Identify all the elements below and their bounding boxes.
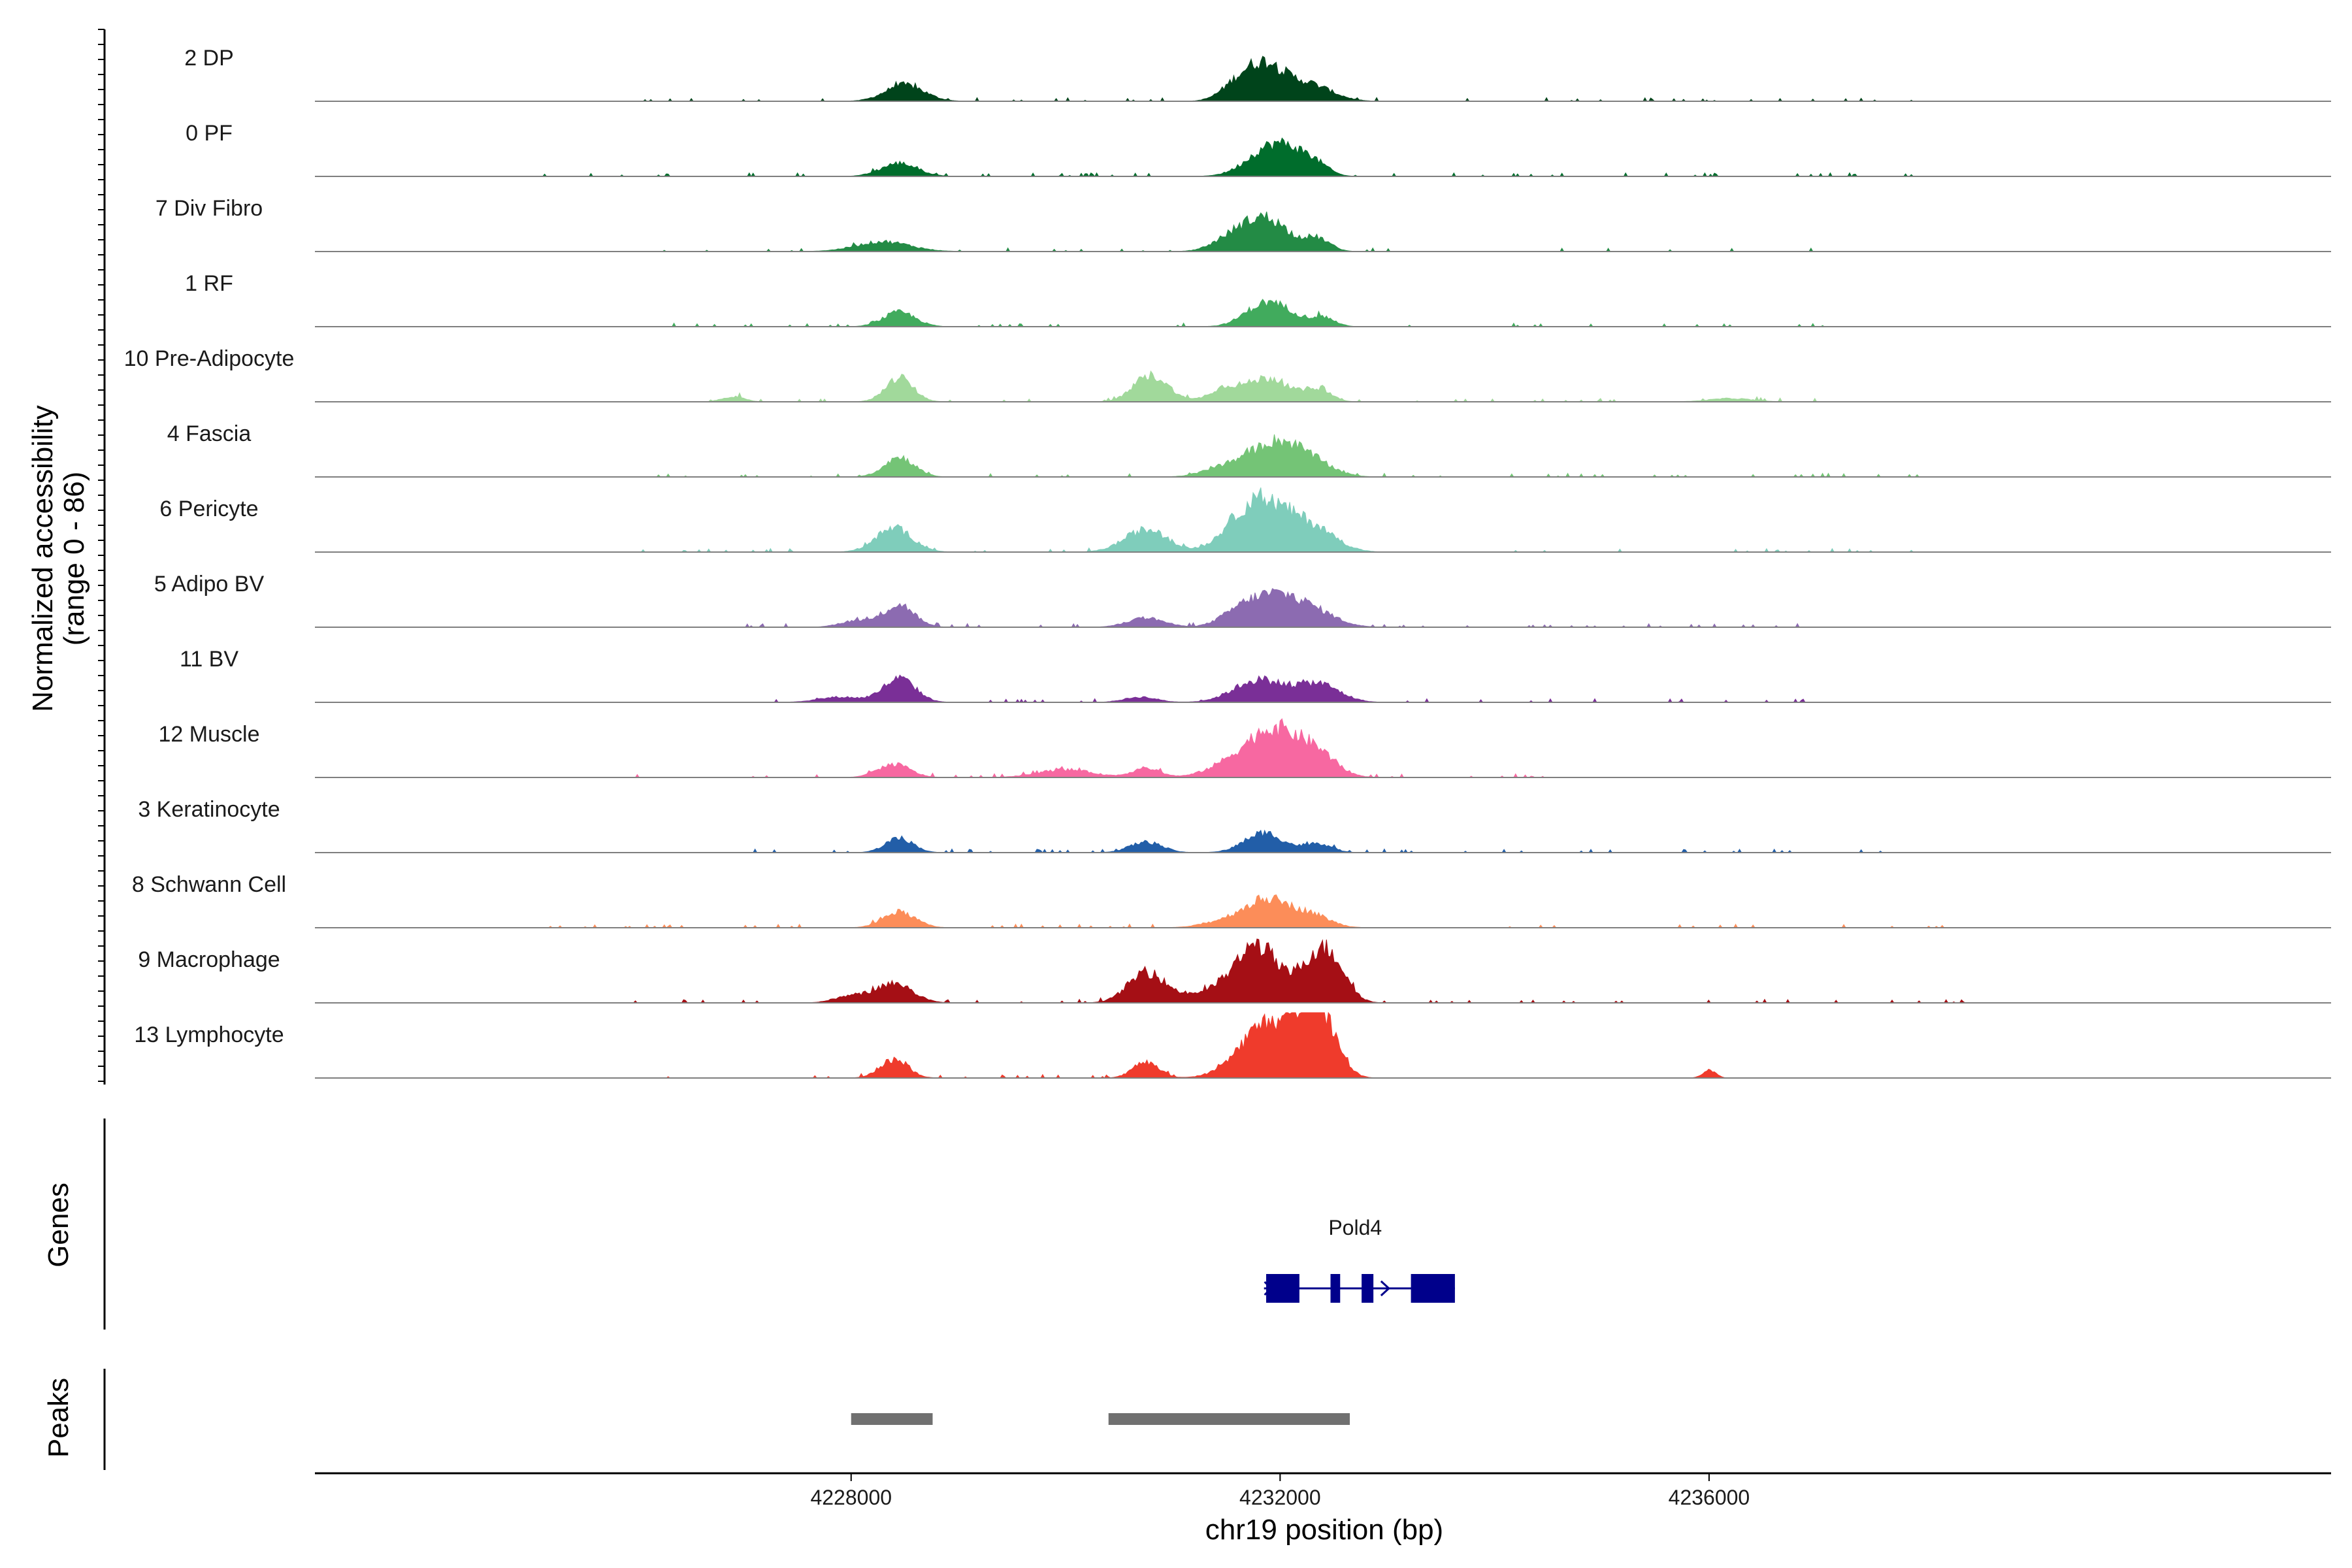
track-13: 13 Lymphocyte [134, 1011, 2331, 1079]
genes-track: Pold4 [1264, 1216, 1455, 1303]
strand-arrow [1380, 1280, 1391, 1297]
track-10: 3 Keratinocyte [138, 797, 2331, 853]
peaks-track [851, 1413, 1350, 1425]
track-label-3: 1 RF [185, 271, 233, 296]
track-label-9: 12 Muscle [159, 722, 260, 747]
peak-region-0 [851, 1413, 933, 1425]
track-7: 5 Adipo BV [154, 572, 2331, 628]
track-3: 1 RF [185, 271, 2331, 327]
track-label-2: 7 Div Fibro [155, 196, 263, 221]
track-label-6: 6 Pericyte [159, 497, 258, 521]
track-label-5: 4 Fascia [167, 421, 252, 446]
track-12: 9 Macrophage [138, 938, 2331, 1004]
track-9: 12 Muscle [159, 718, 2331, 778]
coverage-tracks: 2 DP 0 PF 7 Div Fibro 1 RF 10 Pre-Adipocyte 4… [124, 46, 2331, 1079]
peak-region-1 [1108, 1413, 1350, 1425]
track-label-1: 0 PF [186, 121, 233, 146]
x-axis: 4228000 4232000 4236000 [315, 1472, 2331, 1509]
track-2: 7 Div Fibro [155, 196, 2331, 252]
track-5: 4 Fascia [167, 421, 2331, 478]
track-label-0: 2 DP [184, 46, 234, 71]
gene-exon-3 [1411, 1274, 1455, 1303]
track-label-4: 10 Pre-Adipocyte [124, 346, 295, 371]
x-tick-label: 4236000 [1669, 1486, 1750, 1509]
track-label-10: 3 Keratinocyte [138, 797, 280, 822]
strand-arrow [1264, 1281, 1273, 1296]
x-tick-label: 4228000 [810, 1486, 892, 1509]
y-axis-title-line1: Normalized accessibility [27, 405, 59, 711]
x-tick-label: 4232000 [1239, 1486, 1321, 1509]
left-axes [98, 29, 106, 1470]
gene-name-label: Pold4 [1328, 1216, 1382, 1239]
x-axis-title: chr19 position (bp) [1205, 1514, 1443, 1546]
track-label-13: 13 Lymphocyte [134, 1022, 284, 1047]
y-axis-title-line2: (range 0 - 86) [58, 472, 90, 646]
gene-exon-2 [1362, 1274, 1374, 1303]
track-4: 10 Pre-Adipocyte [124, 346, 2331, 402]
track-label-12: 9 Macrophage [138, 947, 280, 972]
track-0: 2 DP [184, 46, 2331, 102]
gene-exon-1 [1330, 1274, 1341, 1303]
track-label-7: 5 Adipo BV [154, 572, 265, 596]
track-8: 11 BV [180, 647, 2331, 703]
peaks-track-label: Peaks [42, 1378, 74, 1458]
track-6: 6 Pericyte [159, 487, 2331, 553]
genes-track-label: Genes [42, 1183, 74, 1267]
track-1: 0 PF [186, 121, 2331, 177]
track-11: 8 Schwann Cell [132, 872, 2331, 928]
track-label-11: 8 Schwann Cell [132, 872, 286, 897]
track-label-8: 11 BV [180, 647, 238, 672]
